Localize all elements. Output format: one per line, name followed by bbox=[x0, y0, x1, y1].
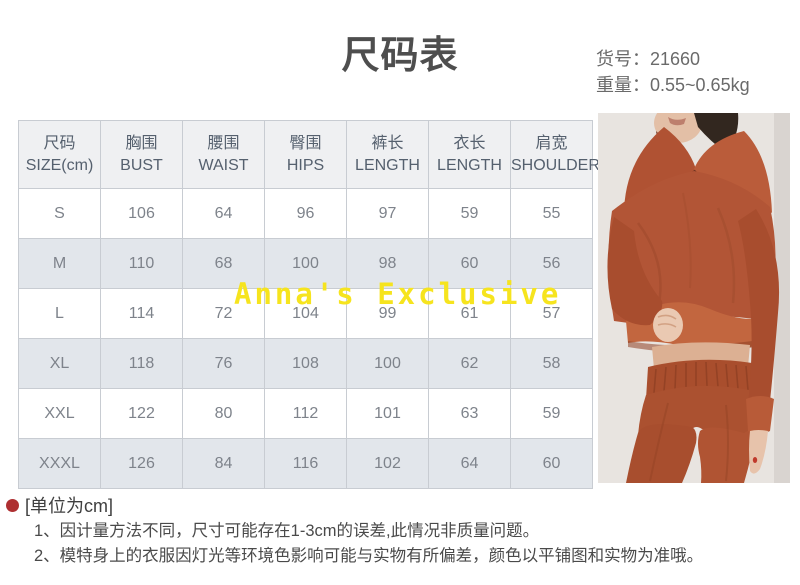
bust-cell: 114 bbox=[100, 288, 183, 339]
table-row-xxxl: XXXL 126 84 116 102 64 60 bbox=[18, 438, 593, 489]
model-photo-illustration bbox=[598, 113, 790, 483]
note-item-2: 2、模特身上的衣服因灯光等环境色影响可能与实物有所偏差，颜色以平铺图和实物为准哦… bbox=[34, 547, 704, 565]
col-bust: 胸围 BUST bbox=[100, 120, 183, 189]
weight-label: 重量： bbox=[596, 75, 650, 95]
top-length-cell: 59 bbox=[428, 188, 511, 239]
bust-cell: 122 bbox=[100, 388, 183, 439]
header-row: 尺码 SIZE(cm) 胸围 BUST 腰围 WAIST 臀围 HIPS 裤长 LENGT… bbox=[18, 120, 600, 189]
bust-cell: 106 bbox=[100, 188, 183, 239]
table-row-m: M 110 68 100 98 60 56 bbox=[18, 238, 593, 289]
table-row-xxl: XXL 122 80 112 101 63 59 bbox=[18, 388, 593, 439]
weight-value: 0.55~0.65kg bbox=[650, 75, 750, 95]
shoulder-cell: 57 bbox=[510, 288, 593, 339]
top-length-cell: 61 bbox=[428, 288, 511, 339]
waist-cell: 84 bbox=[182, 438, 265, 489]
pants-length-cell: 100 bbox=[346, 338, 429, 389]
col-waist: 腰围 WAIST bbox=[182, 120, 265, 189]
shoulder-cell: 56 bbox=[510, 238, 593, 289]
size-table-body: S 106 64 96 97 59 55 M 110 68 100 98 60 … bbox=[18, 188, 593, 489]
hips-cell: 96 bbox=[264, 188, 347, 239]
waist-cell: 76 bbox=[182, 338, 265, 389]
table-row-l: L 114 72 104 99 61 57 bbox=[18, 288, 593, 339]
col-shoulder: 肩宽 SHOULDER bbox=[510, 120, 600, 189]
waist-cell: 72 bbox=[182, 288, 265, 339]
pants-length-cell: 101 bbox=[346, 388, 429, 439]
bust-cell: 118 bbox=[100, 338, 183, 389]
waist-cell: 68 bbox=[182, 238, 265, 289]
shoulder-cell: 59 bbox=[510, 388, 593, 439]
size-table: 尺码 SIZE(cm) 胸围 BUST 腰围 WAIST 臀围 HIPS 裤长 LENGT… bbox=[18, 120, 600, 489]
weight-line: 重量：0.55~0.65kg bbox=[596, 72, 750, 98]
col-size: 尺码 SIZE(cm) bbox=[18, 120, 101, 189]
waist-cell: 64 bbox=[182, 188, 265, 239]
size-cell: XXXL bbox=[18, 438, 101, 489]
col-top-length: 衣长 LENGTH bbox=[428, 120, 511, 189]
pants-length-cell: 102 bbox=[346, 438, 429, 489]
note-item-1: 1、因计量方法不同，尺寸可能存在1-3cm的误差,此情况非质量问题。 bbox=[34, 522, 540, 540]
sku-value: 21660 bbox=[650, 49, 701, 69]
unit-line: [单位为cm] bbox=[6, 492, 792, 518]
bust-cell: 126 bbox=[100, 438, 183, 489]
pants-length-cell: 99 bbox=[346, 288, 429, 339]
size-cell: M bbox=[18, 238, 101, 289]
shoulder-cell: 58 bbox=[510, 338, 593, 389]
table-row-s: S 106 64 96 97 59 55 bbox=[18, 188, 593, 239]
top-length-cell: 64 bbox=[428, 438, 511, 489]
table-row-xl: XL 118 76 108 100 62 58 bbox=[18, 338, 593, 389]
col-hips: 臀围 HIPS bbox=[264, 120, 347, 189]
unit-heading: [单位为cm] bbox=[25, 496, 113, 516]
hips-cell: 116 bbox=[264, 438, 347, 489]
waist-cell: 80 bbox=[182, 388, 265, 439]
hips-cell: 104 bbox=[264, 288, 347, 339]
size-table-header: 尺码 SIZE(cm) 胸围 BUST 腰围 WAIST 臀围 HIPS 裤长 LENGT… bbox=[18, 120, 600, 189]
bust-cell: 110 bbox=[100, 238, 183, 289]
sku-label: 货号： bbox=[596, 49, 650, 69]
top-length-cell: 60 bbox=[428, 238, 511, 289]
size-cell: L bbox=[18, 288, 101, 339]
size-cell: XXL bbox=[18, 388, 101, 439]
product-info: 货号：21660 重量：0.55~0.65kg bbox=[596, 46, 750, 98]
shoulder-cell: 60 bbox=[510, 438, 593, 489]
pants-length-cell: 97 bbox=[346, 188, 429, 239]
footer-notes: [单位为cm] 1、因计量方法不同，尺寸可能存在1-3cm的误差,此情况非质量问… bbox=[6, 492, 792, 568]
hips-cell: 112 bbox=[264, 388, 347, 439]
size-cell: S bbox=[18, 188, 101, 239]
page-title: 尺码表 bbox=[341, 35, 459, 77]
pants-length-cell: 98 bbox=[346, 238, 429, 289]
red-bullet-icon bbox=[6, 498, 19, 512]
col-pants-length: 裤长 LENGTH bbox=[346, 120, 429, 189]
shoulder-cell: 55 bbox=[510, 188, 593, 239]
hips-cell: 100 bbox=[264, 238, 347, 289]
hips-cell: 108 bbox=[264, 338, 347, 389]
sku-line: 货号：21660 bbox=[596, 46, 750, 72]
top-length-cell: 63 bbox=[428, 388, 511, 439]
product-photo bbox=[598, 113, 790, 483]
size-cell: XL bbox=[18, 338, 101, 389]
top-length-cell: 62 bbox=[428, 338, 511, 389]
